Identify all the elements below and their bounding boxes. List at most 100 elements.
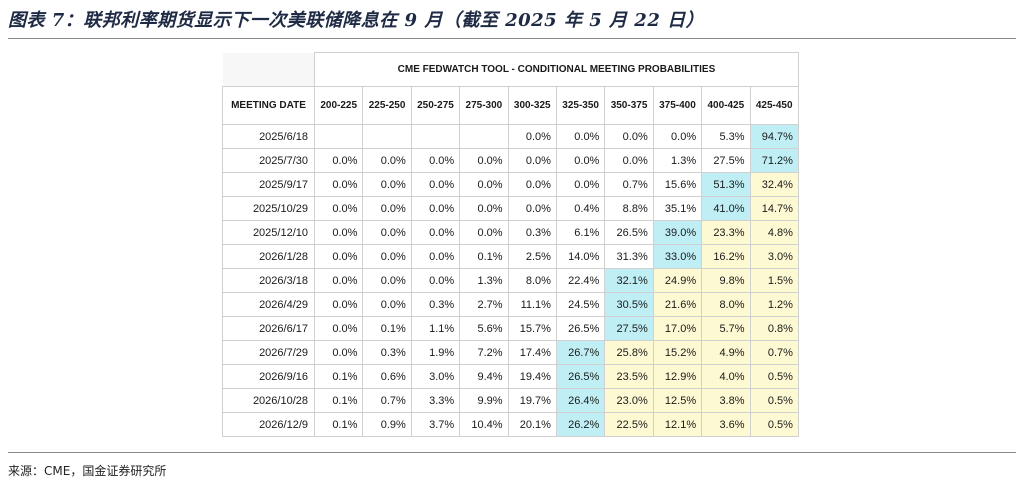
source-note: 来源：CME，国金证券研究所 [8, 464, 167, 478]
probability-cell: 0.3% [362, 340, 412, 365]
probability-cell: 0.0% [507, 196, 557, 221]
probability-cell: 0.0% [362, 172, 412, 197]
meeting-date-cell: 2026/7/29 [222, 340, 315, 365]
probability-cell: 0.0% [313, 148, 364, 173]
probability-cell: 22.4% [555, 268, 606, 293]
probability-cell: 1.1% [410, 316, 461, 341]
column-header: 375-400 [652, 86, 703, 125]
column-header: 225-250 [362, 86, 412, 125]
probability-cell: 27.5% [604, 316, 654, 341]
probability-cell: 0.0% [459, 220, 509, 245]
probability-cell: 24.9% [652, 268, 703, 293]
probability-cell: 0.8% [749, 316, 799, 341]
probability-cell: 8.0% [701, 292, 751, 317]
column-header: 350-375 [604, 86, 654, 125]
probability-cell: 0.0% [362, 196, 412, 221]
probability-cell: 0.1% [362, 316, 412, 341]
probability-cell: 51.3% [701, 172, 751, 197]
figure-title: 图表 7：联邦利率期货显示下一次美联储降息在 9 月（截至 2025 年 5 月… [8, 10, 705, 31]
column-header: 250-275 [410, 86, 461, 125]
probability-cell: 9.8% [701, 268, 751, 293]
probability-cell: 2.7% [459, 292, 509, 317]
table-row: 2026/4/29 0.0% 0.0% 0.3% 2.7% 11.1% 24.5% 30.5%… [222, 292, 799, 317]
meeting-date-cell: 2026/6/17 [222, 316, 315, 341]
probability-cell [459, 124, 509, 149]
probability-cell: 0.0% [362, 244, 412, 269]
probability-cell: 15.2% [652, 340, 703, 365]
table-row: 2025/10/29 0.0% 0.0% 0.0% 0.0% 0.0% 0.4% 8.8% 35… [222, 196, 799, 221]
probability-cell: 0.0% [362, 292, 412, 317]
probability-cell: 17.4% [507, 340, 557, 365]
fedwatch-table: CME FEDWATCH TOOL - CONDITIONAL MEETING … [222, 52, 799, 437]
table-row: 2026/1/28 0.0% 0.0% 0.0% 0.1% 2.5% 14.0% 31.3% 3… [222, 244, 799, 269]
probability-cell: 0.0% [507, 172, 557, 197]
probability-cell: 0.0% [313, 220, 364, 245]
column-header: 200-225 [313, 86, 364, 125]
probability-cell: 20.1% [507, 412, 557, 437]
probability-cell: 0.0% [313, 268, 364, 293]
meeting-date-cell: 2025/10/29 [222, 196, 315, 221]
column-header: 325-350 [555, 86, 606, 125]
probability-cell: 27.5% [701, 148, 751, 173]
probability-cell: 5.3% [701, 124, 751, 149]
probability-cell: 0.0% [362, 148, 412, 173]
meeting-date-cell: 2026/1/28 [222, 244, 315, 269]
probability-cell: 2.5% [507, 244, 557, 269]
probability-cell: 15.7% [507, 316, 557, 341]
probability-cell: 0.5% [749, 388, 799, 413]
probability-cell: 12.1% [652, 412, 703, 437]
table-row: 2026/3/18 0.0% 0.0% 0.0% 1.3% 8.0% 22.4% 32.1% 2… [222, 268, 799, 293]
probability-cell: 31.3% [604, 244, 654, 269]
probability-cell: 0.0% [410, 172, 461, 197]
probability-cell: 32.4% [749, 172, 799, 197]
probability-cell: 9.9% [459, 388, 509, 413]
table-title: CME FEDWATCH TOOL - CONDITIONAL MEETING … [314, 52, 799, 87]
table-row: 2026/7/29 0.0% 0.3% 1.9% 7.2% 17.4% 26.7% 25.8%… [222, 340, 799, 365]
probability-cell: 14.7% [749, 196, 799, 221]
probability-cell: 5.7% [701, 316, 751, 341]
meeting-date-cell: 2026/10/28 [222, 388, 315, 413]
probability-cell: 0.0% [313, 292, 364, 317]
probability-cell: 0.0% [555, 172, 606, 197]
probability-cell: 17.0% [652, 316, 703, 341]
table-row: 2026/9/16 0.1% 0.6% 3.0% 9.4% 19.4% 26.5% 23.5%… [222, 364, 799, 389]
probability-cell: 0.5% [749, 364, 799, 389]
probability-cell: 15.6% [652, 172, 703, 197]
probability-cell: 3.0% [410, 364, 461, 389]
probability-cell: 0.0% [313, 316, 364, 341]
meeting-date-cell: 2025/7/30 [222, 148, 315, 173]
probability-cell: 24.5% [555, 292, 606, 317]
meeting-date-cell: 2026/9/16 [222, 364, 315, 389]
probability-cell: 0.3% [410, 292, 461, 317]
probability-cell: 5.6% [459, 316, 509, 341]
probability-cell: 4.9% [701, 340, 751, 365]
probability-cell: 19.7% [507, 388, 557, 413]
probability-cell: 33.0% [652, 244, 703, 269]
probability-cell: 0.0% [313, 196, 364, 221]
probability-cell: 0.0% [459, 172, 509, 197]
table-row: 2026/6/17 0.0% 0.1% 1.1% 5.6% 15.7% 26.5% 27.5%… [222, 316, 799, 341]
probability-cell: 94.7% [749, 124, 799, 149]
probability-cell: 26.7% [555, 340, 606, 365]
probability-cell: 12.5% [652, 388, 703, 413]
probability-cell: 0.0% [313, 244, 364, 269]
probability-cell: 10.4% [459, 412, 509, 437]
probability-cell: 0.0% [652, 124, 703, 149]
probability-cell: 0.0% [507, 124, 557, 149]
probability-cell: 0.6% [362, 364, 412, 389]
probability-cell: 3.6% [701, 412, 751, 437]
probability-cell: 0.0% [555, 148, 606, 173]
probability-cell: 4.8% [749, 220, 799, 245]
probability-cell: 0.1% [313, 388, 364, 413]
probability-cell: 0.1% [313, 364, 364, 389]
probability-cell: 0.0% [459, 148, 509, 173]
probability-cell: 0.7% [604, 172, 654, 197]
table-row: 2026/10/28 0.1% 0.7% 3.3% 9.9% 19.7% 26.4% 23.0… [222, 388, 799, 413]
probability-cell: 0.0% [313, 172, 364, 197]
probability-cell: 8.8% [604, 196, 654, 221]
probability-cell: 39.0% [652, 220, 703, 245]
source-divider [8, 452, 1016, 453]
probability-cell: 23.3% [701, 220, 751, 245]
probability-cell: 25.8% [604, 340, 654, 365]
probability-cell: 8.0% [507, 268, 557, 293]
